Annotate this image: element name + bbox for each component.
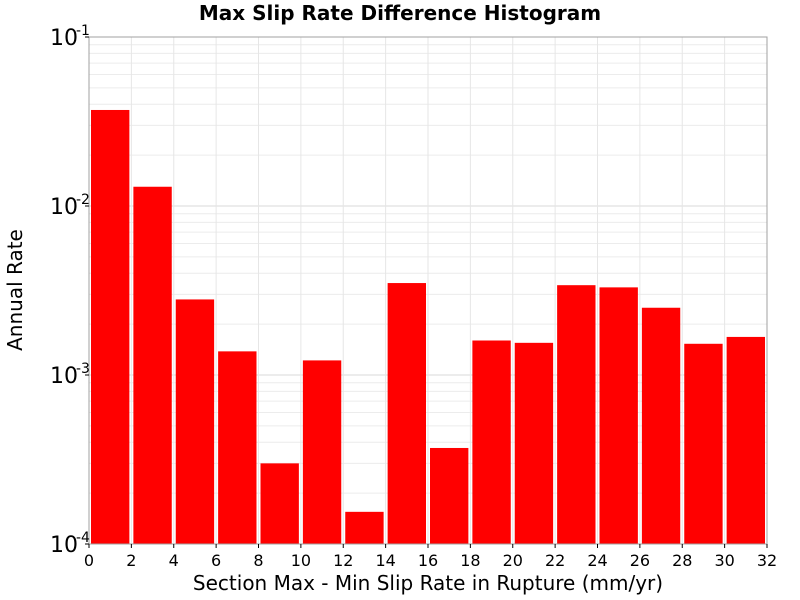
- x-tick-label: 0: [84, 551, 94, 570]
- bar: [684, 343, 723, 544]
- bar: [557, 285, 596, 544]
- y-axis-label: Annual Rate: [3, 229, 27, 351]
- y-tick-base: 10: [50, 195, 78, 220]
- y-tick-exponent: -2: [76, 192, 90, 208]
- x-tick-label: 12: [333, 551, 353, 570]
- x-tick-label: 28: [672, 551, 692, 570]
- bar: [175, 299, 215, 544]
- x-tick-label: 14: [375, 551, 395, 570]
- bar: [726, 336, 765, 544]
- bar: [514, 342, 554, 544]
- bar: [133, 186, 172, 544]
- bar: [641, 307, 681, 544]
- bar: [91, 109, 130, 544]
- x-tick-label: 8: [253, 551, 263, 570]
- x-tick-label: 22: [545, 551, 565, 570]
- chart-title: Max Slip Rate Difference Histogram: [199, 1, 601, 25]
- y-tick-base: 10: [50, 533, 78, 558]
- y-tick-exponent: -3: [76, 361, 90, 377]
- y-tick-exponent: -4: [76, 530, 90, 546]
- x-tick-label: 10: [291, 551, 311, 570]
- x-tick-label: 18: [460, 551, 480, 570]
- x-tick-label: 6: [211, 551, 221, 570]
- bar: [599, 287, 638, 544]
- bar: [472, 340, 511, 544]
- x-tick-label: 4: [169, 551, 179, 570]
- x-tick-label: 2: [126, 551, 136, 570]
- x-tick-label: 30: [714, 551, 734, 570]
- bar: [430, 447, 469, 544]
- y-tick-base: 10: [50, 364, 78, 389]
- x-tick-label: 20: [503, 551, 523, 570]
- x-tick-label: 16: [418, 551, 438, 570]
- x-tick-label: 32: [757, 551, 777, 570]
- y-tick-exponent: -1: [76, 23, 90, 39]
- bar: [387, 283, 426, 544]
- bar: [218, 351, 257, 544]
- x-tick-label: 24: [587, 551, 607, 570]
- y-tick-base: 10: [50, 26, 78, 51]
- bar: [302, 360, 342, 544]
- x-axis-label: Section Max - Min Slip Rate in Rupture (…: [193, 571, 663, 595]
- plot-area: 0 2 4 6 8 10 12 14 16 18 20 22 24 26 28 30 3210-110-210-…: [50, 23, 777, 570]
- bar: [260, 463, 299, 544]
- x-tick-label: 26: [630, 551, 650, 570]
- bar: [345, 511, 384, 544]
